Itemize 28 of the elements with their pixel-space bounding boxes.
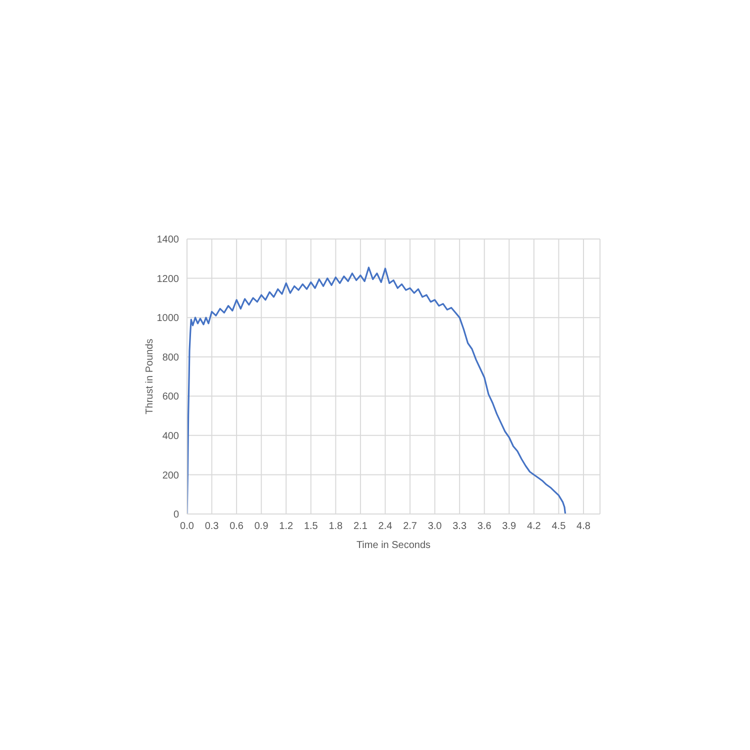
x-tick-label: 3.3 [452, 521, 467, 532]
y-tick-label: 600 [162, 392, 180, 403]
x-tick-label: 3.0 [428, 521, 442, 532]
x-tick-label: 1.5 [304, 521, 318, 532]
x-axis-title: Time in Seconds [356, 540, 431, 551]
x-tick-label: 2.4 [378, 521, 393, 532]
y-tick-label: 1200 [156, 274, 180, 285]
x-tick-label: 1.2 [279, 521, 294, 532]
x-tick-label: 2.7 [403, 521, 418, 532]
x-tick-label: 3.9 [502, 521, 517, 532]
y-tick-label: 0 [173, 510, 180, 521]
x-tick-label: 0.3 [204, 521, 220, 532]
x-tick-label: 4.5 [552, 521, 566, 532]
x-tick-label: 0.9 [254, 521, 269, 532]
y-tick-label: 1400 [156, 234, 180, 246]
y-tick-label: 400 [162, 430, 180, 442]
y-axis-title: Thrust in Pounds [144, 338, 156, 414]
x-tick-label: 0.0 [180, 521, 194, 532]
y-tick-label: 800 [162, 352, 180, 364]
x-tick-label: 0.6 [230, 521, 244, 532]
y-tick-label: 1000 [156, 313, 180, 324]
y-tick-label: 200 [162, 470, 180, 482]
line-series [187, 266, 566, 514]
x-tick-label: 4.8 [576, 521, 591, 532]
x-tick-label: 2.1 [354, 521, 368, 532]
x-tick-label: 4.2 [526, 521, 542, 532]
x-tick-label: 1.8 [328, 521, 344, 532]
x-tick-label: 3.6 [477, 521, 492, 532]
